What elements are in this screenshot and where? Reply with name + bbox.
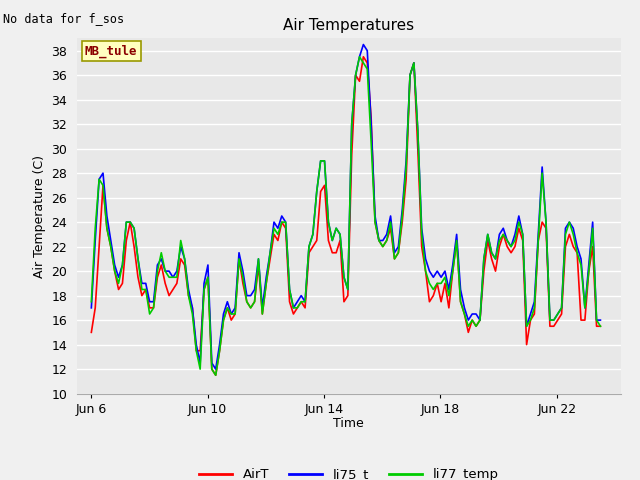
X-axis label: Time: Time [333,417,364,430]
Title: Air Temperatures: Air Temperatures [284,18,414,33]
Y-axis label: Air Temperature (C): Air Temperature (C) [33,155,45,277]
Text: No data for f_sos: No data for f_sos [3,12,124,25]
Text: MB_tule: MB_tule [85,44,138,58]
Legend: AirT, li75_t, li77_temp: AirT, li75_t, li77_temp [194,463,504,480]
